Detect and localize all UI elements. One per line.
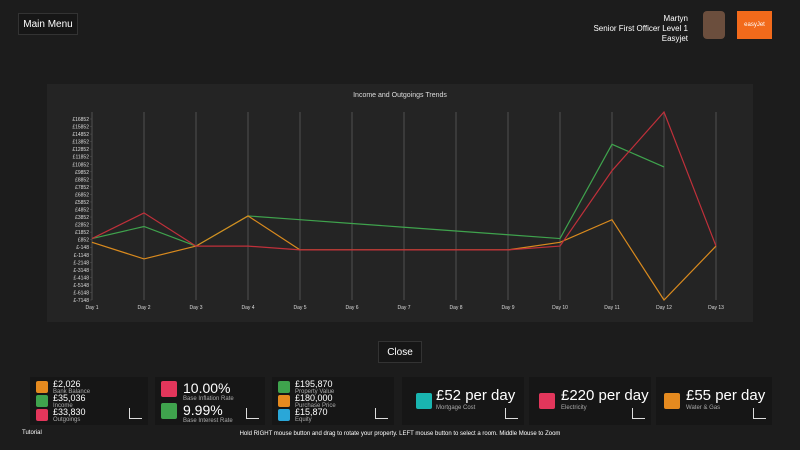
x-tick-label: Day 1 xyxy=(85,305,98,311)
property-value: £195,870 xyxy=(295,379,333,389)
icon xyxy=(36,381,48,393)
inflation: 10.00% xyxy=(183,380,231,396)
close-button[interactable]: Close xyxy=(378,341,422,363)
y-tick-label: £13852 xyxy=(72,140,89,146)
interest-label: Base Interest Rate xyxy=(183,418,233,424)
series-line xyxy=(91,110,717,251)
interest: 9.99% xyxy=(183,402,223,418)
profile: Martyn Senior First Officer Level 1 Easy… xyxy=(593,14,688,44)
cost-label: Water & Gas xyxy=(686,405,721,411)
icon xyxy=(278,381,290,393)
y-tick-label: £9852 xyxy=(75,170,89,176)
y-tick-label: £2852 xyxy=(75,223,89,229)
balance-label: Bank Balance xyxy=(53,389,91,395)
icon xyxy=(664,393,680,409)
x-tick-label: Day 2 xyxy=(137,305,150,311)
x-tick-label: Day 6 xyxy=(345,305,358,311)
x-tick-label: Day 7 xyxy=(397,305,410,311)
tutorial-button[interactable]: Tutorial xyxy=(22,430,42,436)
property-panel: £195,870 Property Value £180,000 Purchas… xyxy=(272,377,394,425)
x-tick-label: Day 3 xyxy=(189,305,202,311)
y-tick-label: £15852 xyxy=(72,125,89,131)
icon xyxy=(278,409,290,421)
x-tick-label: Day 8 xyxy=(449,305,462,311)
icon xyxy=(278,395,290,407)
chart-background xyxy=(47,84,753,322)
x-tick-label: Day 10 xyxy=(552,305,568,311)
y-tick-label: £5852 xyxy=(75,200,89,206)
outgoings: £33,830 xyxy=(53,407,86,417)
y-tick-label: £10852 xyxy=(72,162,89,168)
avatar xyxy=(703,11,725,39)
airline-logo: easyJet xyxy=(737,11,772,39)
trend-icon[interactable] xyxy=(246,408,259,419)
x-tick-label: Day 4 xyxy=(241,305,254,311)
controls-hint: Hold RIGHT mouse button and drag to rota… xyxy=(239,431,561,437)
y-tick-label: £-5148 xyxy=(73,283,89,289)
x-tick-label: Day 5 xyxy=(293,305,306,311)
x-tick-label: Day 13 xyxy=(708,305,724,311)
cost-label: Electricity xyxy=(561,405,587,411)
y-tick-label: £1852 xyxy=(75,230,89,236)
electricity-panel: £220 per day Electricity xyxy=(529,377,651,425)
trend-icon[interactable] xyxy=(375,408,388,419)
y-tick-label: £-1148 xyxy=(74,253,89,259)
y-tick-label: £-6148 xyxy=(73,290,89,296)
y-tick-label: £8852 xyxy=(75,177,89,183)
cost-amount: £55 per day xyxy=(686,387,766,404)
trend-icon[interactable] xyxy=(632,408,645,419)
icon xyxy=(161,381,177,397)
equity: £15,870 xyxy=(295,407,328,417)
y-tick-label: £14852 xyxy=(72,132,89,138)
player-airline: Easyjet xyxy=(661,34,688,43)
income: £35,036 xyxy=(53,393,86,403)
trend-icon[interactable] xyxy=(505,408,518,419)
cost-label: Mortgage Cost xyxy=(436,405,476,411)
x-tick-label: Day 12 xyxy=(656,305,672,311)
property-value-label: Property Value xyxy=(295,389,335,395)
y-tick-label: £-2148 xyxy=(73,260,89,266)
player-rank: Senior First Officer Level 1 xyxy=(593,24,688,33)
y-tick-label: £11852 xyxy=(73,155,90,161)
y-tick-label: £-3148 xyxy=(73,268,89,274)
trend-icon[interactable] xyxy=(129,408,142,419)
icon xyxy=(539,393,555,409)
cost-amount: £52 per day xyxy=(436,387,516,404)
purchase-price-label: Purchase Price xyxy=(295,403,336,409)
water-panel: £55 per day Water & Gas xyxy=(656,377,772,425)
x-tick-label: Day 9 xyxy=(501,305,514,311)
finance-panel: £2,026 Bank Balance £35,036 Income £33,8… xyxy=(30,377,148,425)
y-tick-label: £3852 xyxy=(75,215,89,221)
y-tick-label: £-4148 xyxy=(73,275,89,281)
equity-label: Equity xyxy=(295,417,312,423)
y-tick-label: £7852 xyxy=(75,185,89,191)
x-tick-label: Day 11 xyxy=(604,305,620,311)
series-line xyxy=(91,143,665,247)
income-label: Income xyxy=(53,403,73,409)
balance: £2,026 xyxy=(53,379,81,389)
y-tick-label: £12852 xyxy=(72,147,89,153)
icon xyxy=(416,393,432,409)
icon xyxy=(36,409,48,421)
outgoings-label: Outgoings xyxy=(53,417,81,423)
trend-icon[interactable] xyxy=(753,408,766,419)
icon xyxy=(36,395,48,407)
icon xyxy=(161,403,177,419)
y-tick-label: £-148 xyxy=(76,245,89,251)
chart-title: Income and Outgoings Trends xyxy=(353,92,447,99)
y-tick-label: £852 xyxy=(78,238,89,244)
mortgage-panel: £52 per day Mortgage Cost xyxy=(402,377,524,425)
y-tick-label: £6852 xyxy=(75,192,89,198)
y-tick-label: £4852 xyxy=(75,208,89,214)
cost-amount: £220 per day xyxy=(561,387,649,404)
inflation-label: Base Inflation Rate xyxy=(183,396,234,402)
main-menu-button[interactable]: Main Menu xyxy=(18,13,78,35)
purchase-price: £180,000 xyxy=(295,393,333,403)
rates-panel: 10.00% Base Inflation Rate 9.99% Base In… xyxy=(155,377,265,425)
y-tick-label: £16852 xyxy=(72,117,89,123)
y-tick-label: £-7148 xyxy=(73,298,89,304)
chart: Income and Outgoings Trends Day 1 Day 2 Da… xyxy=(47,84,753,322)
player-name: Martyn xyxy=(663,14,688,23)
